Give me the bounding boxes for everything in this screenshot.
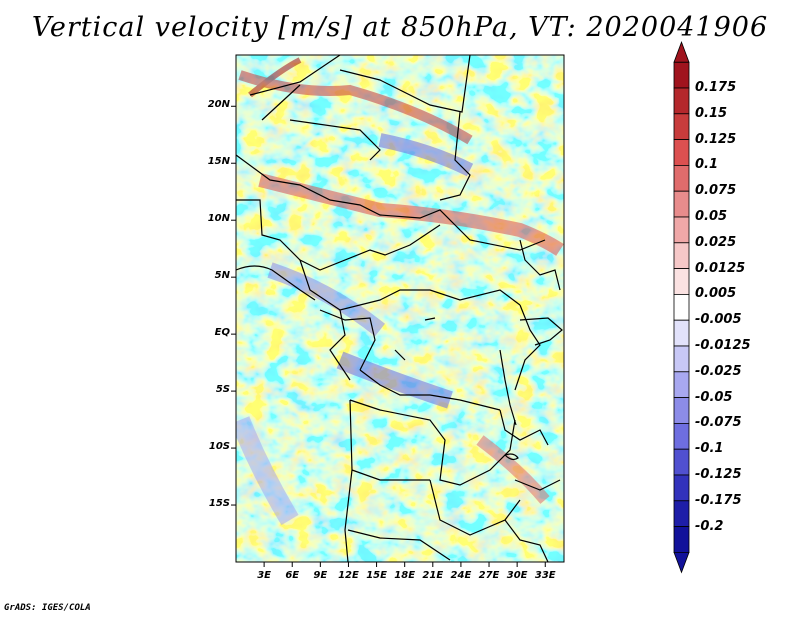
lon-tick-label: 24E [450,570,472,581]
colorbar-swatch [673,268,690,295]
map-title: Vertical velocity [m/s] at 850hPa, VT: 2… [31,12,769,43]
lon-tick-label: 18E [394,570,416,581]
colorbar-label: -0.025 [695,363,742,379]
colorbar-bottom-arrow [673,552,690,574]
colorbar-label: 0.025 [695,234,737,250]
country-borders [235,54,563,563]
colorbar-label: -0.1 [695,441,724,457]
colorbar-label: -0.0125 [695,338,751,353]
lat-tick-label: 15S [208,498,230,510]
vertical-velocity-field [236,55,564,562]
lat-tick-label: 10N [207,213,230,225]
colorbar-label: 0.005 [695,286,737,302]
lon-tick-label: 30E [506,570,528,581]
colorbar-label: -0.2 [695,518,724,534]
lon-tick-label: 9E [313,570,328,581]
lon-tick-label: 15E [366,570,387,581]
colorbar-swatch [673,526,690,553]
lon-tick-label: 33E [534,570,556,581]
colorbar-label: -0.175 [695,492,742,508]
lat-tick-label: 5N [214,270,230,282]
colorbar-label: -0.125 [695,467,742,482]
grads-credit: GrADS: IGES/COLA [4,603,91,613]
colorbar-swatch [673,474,690,502]
colorbar-swatch [673,319,690,347]
colorbar-swatch [673,61,690,89]
lat-tick-label: 10S [208,441,230,453]
colorbar-swatch [673,422,690,450]
lat-tick-label: EQ [214,327,230,339]
colorbar-top-arrow [673,41,690,63]
colorbar-label: -0.075 [695,415,742,431]
colorbar-swatch [673,139,690,166]
colorbar-swatch [673,448,690,476]
colorbar-label: -0.005 [695,312,742,328]
lat-tick-label: 5S [215,384,230,396]
colorbar [673,41,690,574]
colorbar-label: 0.1 [695,157,719,173]
colorbar-swatch [673,190,690,218]
longitude-ticks [263,562,546,567]
colorbar-swatch [673,164,690,192]
lon-tick-label: 12E [338,570,359,581]
map-frame [235,54,565,563]
colorbar-swatch [673,87,690,115]
colorbar-label: -0.05 [695,389,733,405]
colorbar-label: 0.05 [695,209,728,224]
lon-tick-label: 21E [422,570,444,581]
colorbar-label: 0.15 [695,105,728,121]
colorbar-label: 0.0125 [695,260,746,276]
lon-tick-label: 3E [257,570,271,581]
colorbar-swatch [673,500,690,527]
colorbar-swatch [673,397,690,424]
colorbar-swatch [673,345,690,373]
colorbar-label: 0.175 [695,80,737,95]
lon-tick-label: 6E [285,570,300,581]
lat-tick-label: 15N [207,156,230,168]
colorbar-label: 0.075 [695,183,737,199]
colorbar-swatch [673,113,690,141]
latitude-ticks [231,105,236,506]
colorbar-swatch [673,371,690,398]
colorbar-swatch [673,216,690,244]
colorbar-swatch [673,293,690,321]
colorbar-swatch [673,242,690,270]
lat-tick-label: 20N [207,99,230,111]
colorbar-label: 0.125 [695,131,737,147]
lon-tick-label: 27E [478,570,500,581]
